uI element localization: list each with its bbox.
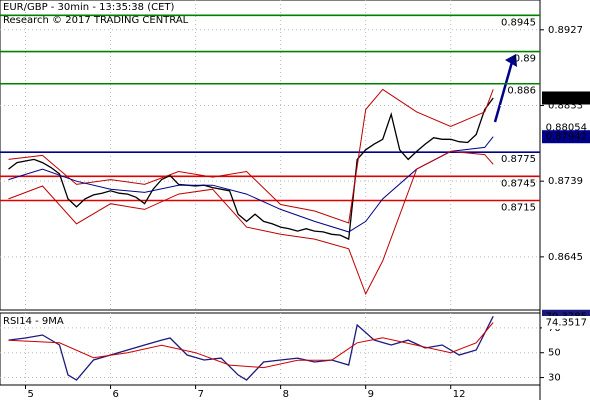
price-tag [542,315,590,329]
price-tag-label: 0.88054 [546,123,587,134]
series-line [8,316,494,381]
price-tag [542,91,590,105]
y-tick-label: 0.8833 [548,100,583,111]
y-tick-label: 0.8927 [548,25,583,36]
level-label: 0.8715 [501,202,536,213]
price-tag-label: 0.87942 [546,132,587,143]
forecast-arrowhead [505,54,517,67]
series-line [8,150,494,296]
level-label: 0.8745 [501,178,536,189]
price-tag [542,130,590,144]
x-tick-label: 8 [283,389,289,400]
level-label: 0.886 [507,86,536,97]
y-tick-label: 30 [548,373,561,384]
x-tick-label: 9 [368,389,374,400]
series-line [8,322,494,369]
x-tick-label: 6 [113,389,119,400]
level-label: 0.8775 [501,154,536,165]
series-line [8,97,494,241]
x-tick-label: 12 [453,389,466,400]
y-tick-label: 0.8739 [548,176,583,187]
chart-subtitle: Research © 2017 TRADING CENTRAL [3,15,189,26]
chart-title: EUR/GBP - 30min - 13:35:38 (CET) [3,2,175,13]
rsi-title: RSI14 - 9MA [3,316,64,327]
y-tick-label: 50 [548,348,561,359]
price-tag-label: 74.3517 [546,317,587,328]
x-tick-label: 5 [28,389,34,400]
x-tick-label: 7 [198,389,204,400]
main-panel [0,0,541,311]
level-label: 0.89 [514,54,536,65]
forecast-arrow [493,61,514,123]
level-label: 0.8945 [501,17,536,28]
series-line [8,88,494,224]
y-tick-label: 0.8645 [548,252,583,263]
price-tag-label: 0.88423 [546,93,587,104]
